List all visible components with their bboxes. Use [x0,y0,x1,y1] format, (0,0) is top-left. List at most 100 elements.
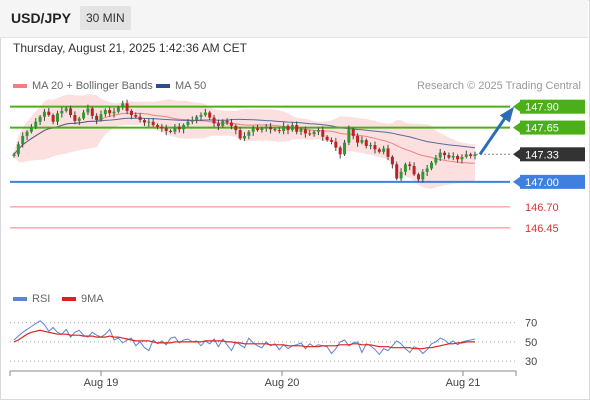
legend-9ma-label: 9MA [81,293,104,305]
rsi-tick-label: 30 [525,356,537,368]
candle-body [177,126,181,130]
candle-body [103,110,107,115]
candle-body [334,141,338,148]
candle-body [234,125,238,131]
9ma-swatch-icon [62,297,76,302]
candle-body [360,140,364,143]
legend-ma20: MA 20 + Bollinger Bands [13,80,153,92]
candle-body [473,154,477,156]
candle-body [347,129,351,143]
candle-body [286,125,290,131]
candle-body [469,154,473,156]
candle-body [256,128,260,131]
rsi-swatch-icon [13,297,27,302]
candle-body [60,110,64,114]
interval-button[interactable]: 30 MIN [80,6,131,30]
candle-body [416,174,420,180]
candle-body [451,155,455,158]
ma50-line [13,117,476,155]
level-box-current [520,147,585,162]
rsi-series-RSI [13,320,476,356]
candle-body [95,115,99,121]
candle-body [99,114,103,121]
candle-body [260,128,264,131]
candle-body [386,148,390,157]
candle-body [34,121,38,127]
candle-body [412,166,416,175]
candle-body [190,120,194,122]
candle-body [55,113,59,122]
candle-body [247,131,251,136]
candle-body [25,131,29,136]
candle-body [273,129,277,131]
x-tick-label: Aug 20 [265,377,300,389]
candle-body [212,117,216,124]
level-label-147.90: 147.90 [525,102,559,114]
level-label-147.65: 147.65 [525,123,559,135]
candle-body [408,164,412,166]
legend-rsi-label: RSI [32,293,51,305]
candle-body [343,142,347,155]
level-box-147.90 [520,99,585,114]
candle-body [251,128,255,132]
candle-body [308,133,312,135]
candle-body [90,108,94,116]
candle-body [373,145,377,150]
rsi-tick-label: 50 [525,337,537,349]
candle-body [390,156,394,165]
candle-body [160,126,164,129]
candle-body [208,112,212,118]
symbol-label: USD/JPY [11,10,71,26]
candle-body [299,129,303,132]
candle-body [421,171,425,180]
candle-body [125,103,129,111]
rsi-series-9MA [13,329,475,350]
candle-body [399,171,403,179]
candle-body [12,154,16,156]
legend-ma20-label: MA 20 + Bollinger Bands [32,80,153,92]
candles-group [12,99,477,183]
candle-body [464,154,468,157]
candle-body [164,128,168,131]
candle-body [351,129,355,136]
candle-body [303,129,307,134]
candle-body [364,140,368,146]
candle-body [447,155,451,158]
header-bar: USD/JPY 30 MIN [0,0,588,38]
candle-body [77,118,81,121]
candle-body [21,135,25,145]
candle-body [203,112,207,116]
forecast-arrow-line [478,112,510,156]
legend-ma50: MA 50 [156,80,206,92]
legend-9ma: 9MA [62,293,104,305]
candle-body [295,125,299,132]
candle-body [243,135,246,139]
candle-body [195,116,199,121]
ma20-swatch-icon [13,84,27,89]
candle-body [269,126,273,130]
forecast-arrow-head-icon [499,106,514,123]
candle-body [169,130,173,132]
candle-body [225,120,229,123]
candle-body [325,136,329,141]
candle-body [277,130,281,132]
legend-ma50-label: MA 50 [175,80,207,92]
candle-body [434,157,438,163]
level-label-147.00: 147.00 [525,177,559,189]
candle-body [82,112,86,119]
level-pointer-147.00 [513,176,520,187]
candle-body [147,121,151,123]
candle-body [199,115,203,117]
candle-body [112,111,116,114]
candle-body [403,164,407,172]
candle-body [377,149,381,152]
candle-body [16,144,20,155]
candle-body [38,116,42,122]
candle-body [443,152,447,156]
candle-body [151,121,155,126]
candle-body [216,123,220,126]
candle-body [430,162,434,169]
candle-body [108,110,112,114]
timestamp: Thursday, August 21, 2025 1:42:36 AM CET [13,41,247,55]
level-box-147.00 [520,174,585,189]
